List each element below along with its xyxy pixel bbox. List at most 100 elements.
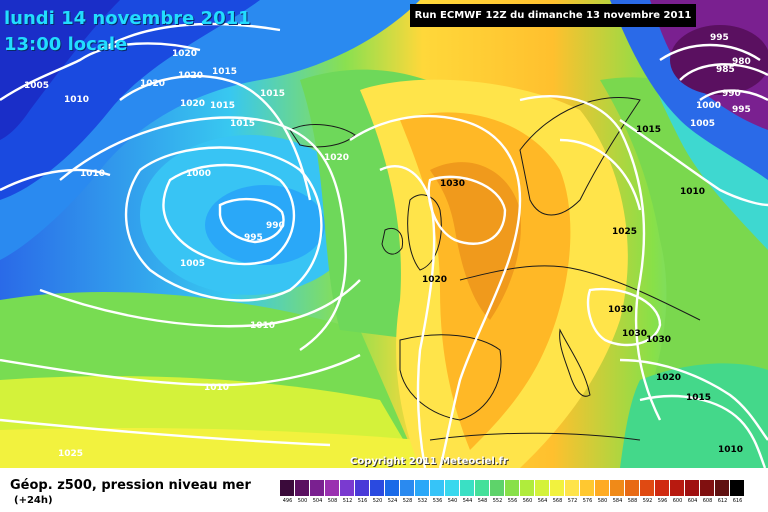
scale-label-616: 616 (732, 498, 743, 504)
isobar-label-1005-ne: 1005 (690, 119, 715, 129)
scale-label-544: 544 (462, 498, 473, 504)
scale-label-568: 568 (552, 498, 563, 504)
isobar-label-1000: 1000 (186, 169, 211, 179)
scale-label-592: 592 (642, 498, 653, 504)
scale-label-508: 508 (327, 498, 338, 504)
isobar-1030-loop (427, 175, 507, 245)
legend-bar: Géop. z500, pression niveau mer (+24h) 4… (0, 468, 768, 512)
coast-scandinavia (519, 96, 641, 216)
scale-swatch-512 (340, 480, 355, 496)
scale-swatch-568 (550, 480, 565, 496)
isobar-ne-2 (659, 43, 761, 61)
isobar-label-990-low: 990 (266, 221, 285, 231)
scale-swatch-612 (715, 480, 730, 496)
isobar-label-1025-sw: 1025 (58, 449, 83, 459)
scale-label-528: 528 (402, 498, 413, 504)
isobar-nw-1 (0, 42, 201, 101)
scale-label-612: 612 (717, 498, 728, 504)
scale-label-548: 548 (477, 498, 488, 504)
isobar-ne-4 (699, 89, 768, 102)
scale-swatch-520 (370, 480, 385, 496)
scale-label-604: 604 (687, 498, 698, 504)
scale-swatch-540 (445, 480, 460, 496)
scale-swatch-560 (520, 480, 535, 496)
isobar-label-1020-c: 1020 (178, 71, 203, 81)
isobars (0, 22, 768, 468)
isobar-east-2 (559, 138, 642, 211)
scale-label-608: 608 (702, 498, 713, 504)
isobar-label-995-ne-b: 995 (732, 105, 751, 115)
model-run-label: Run ECMWF 12Z du dimanche 13 novembre 20… (410, 4, 696, 27)
isobar-balkan-loop (586, 287, 662, 347)
coast-iceland (289, 124, 356, 148)
isobar-label-1005-nw: 1005 (24, 81, 49, 91)
copyright-notice: Copyright 2011 Meteociel.fr (350, 456, 508, 467)
scale-label-600: 600 (672, 498, 683, 504)
lead-time: (+24h) (14, 495, 53, 506)
scale-label-512: 512 (342, 498, 353, 504)
scale-swatch-556 (505, 480, 520, 496)
coast-europe-main (459, 265, 701, 321)
isobar-1010-w (0, 168, 111, 192)
scale-label-536: 536 (432, 498, 443, 504)
scale-swatch-580 (595, 480, 610, 496)
scale-swatch-604 (685, 480, 700, 496)
scale-label-496: 496 (282, 498, 293, 504)
scale-swatch-584 (610, 480, 625, 496)
scale-label-560: 560 (522, 498, 533, 504)
scale-swatch-616 (730, 480, 745, 496)
isobar-label-1000-ne: 1000 (696, 101, 721, 111)
isobar-label-1020-aegean: 1020 (656, 373, 681, 383)
coast-north-africa (429, 432, 641, 441)
isobar-se-1 (619, 358, 768, 441)
isobar-label-group: 1005 1010 1020 1020 1020 1020 1015 1015 … (24, 33, 751, 459)
weather-map: 1005 1010 1020 1020 1020 1020 1015 1015 … (0, 0, 768, 468)
color-scale (280, 480, 745, 496)
isobar-label-1015-d: 1015 (230, 119, 255, 129)
isobar-label-1015-russia: 1015 (636, 125, 661, 135)
isobar-label-995-ne-a: 995 (710, 33, 729, 43)
isobar-label-1015-a: 1015 (212, 67, 237, 77)
isobar-1000-ring (162, 163, 296, 266)
isobar-1015-sw (0, 418, 331, 447)
scale-swatch-588 (625, 480, 640, 496)
scale-swatch-532 (415, 480, 430, 496)
isobar-ridge-1 (349, 114, 522, 468)
scale-label-516: 516 (357, 498, 368, 504)
scale-label-580: 580 (597, 498, 608, 504)
scale-swatch-592 (640, 480, 655, 496)
isobar-ne-3 (679, 63, 768, 81)
isobar-label-1020-b: 1020 (140, 79, 165, 89)
scale-label-584: 584 (612, 498, 623, 504)
coast-iberia (399, 334, 502, 421)
isobar-label-1010-s: 1010 (250, 321, 275, 331)
zone-sw-yellow2 (0, 428, 430, 468)
scale-swatch-500 (295, 480, 310, 496)
scale-swatch-536 (430, 480, 445, 496)
forecast-time: 13:00 locale (4, 34, 128, 55)
scale-swatch-544 (460, 480, 475, 496)
scale-label-596: 596 (657, 498, 668, 504)
color-scale-labels: 496 500 504 508 512 516 520 524 528 532 536 540 544 5… (280, 498, 745, 504)
isobar-label-1025-poland: 1025 (612, 227, 637, 237)
isobar-label-1020-iceland: 1020 (324, 153, 349, 163)
isobar-ridge-2 (379, 165, 436, 468)
scale-label-588: 588 (627, 498, 638, 504)
scale-label-576: 576 (582, 498, 593, 504)
isobar-label-1030-north-sea: 1030 (440, 179, 465, 189)
scale-swatch-504 (310, 480, 325, 496)
isobar-se-2 (639, 394, 767, 468)
isobar-label-995-low: 995 (244, 233, 263, 243)
isobar-east-1 (519, 95, 662, 421)
isobar-label-985-ne: 985 (716, 65, 735, 75)
isobar-label-1010-east: 1010 (680, 187, 705, 197)
isobar-label-1030-balkans-c: 1030 (646, 335, 671, 345)
isobar-nw-2 (99, 22, 281, 52)
isobar-label-1020-d: 1020 (180, 99, 205, 109)
scale-swatch-600 (670, 480, 685, 496)
coast-ireland (381, 227, 404, 255)
isobar-label-1010-sw: 1010 (204, 383, 229, 393)
scale-label-540: 540 (447, 498, 458, 504)
scale-label-564: 564 (537, 498, 548, 504)
isobar-label-1030-balkans-a: 1030 (608, 305, 633, 315)
